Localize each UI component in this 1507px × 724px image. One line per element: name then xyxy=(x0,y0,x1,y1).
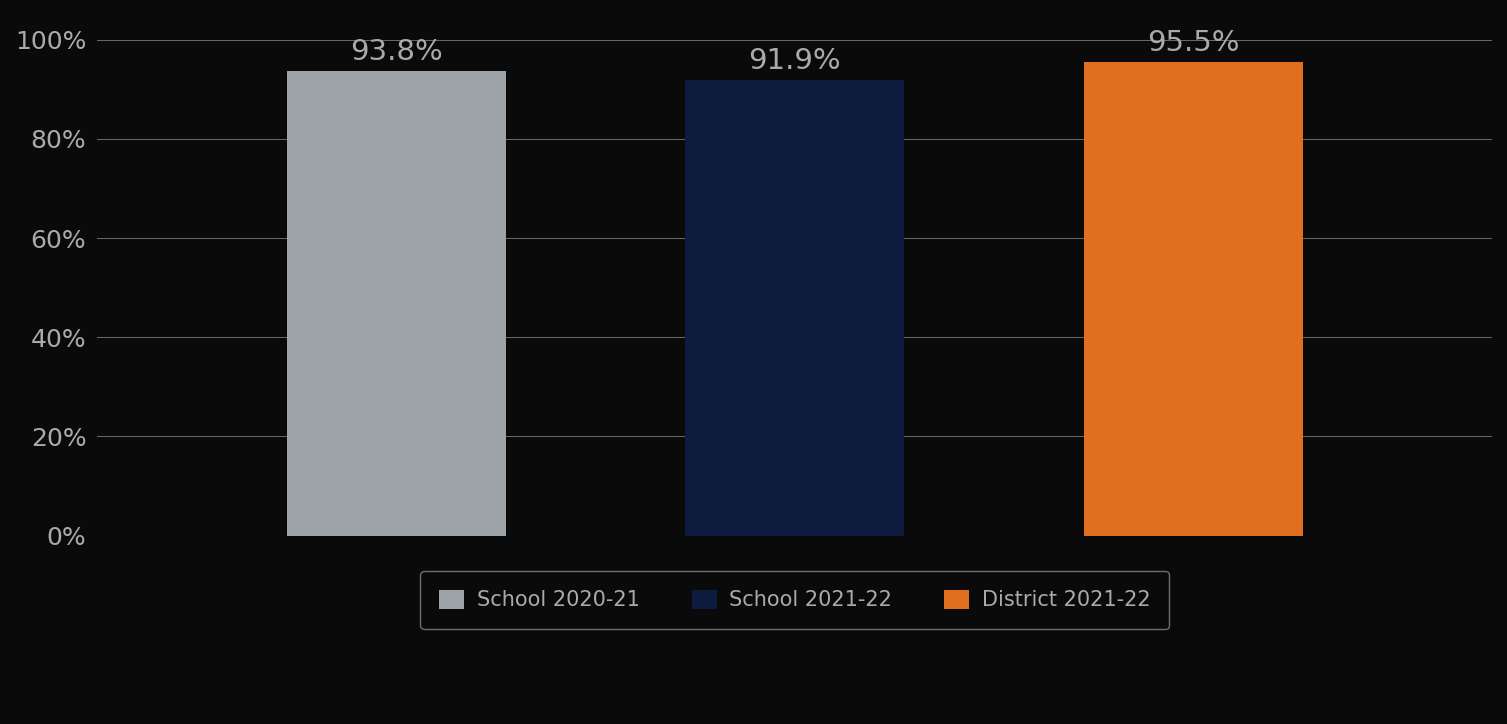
Text: 95.5%: 95.5% xyxy=(1147,29,1239,57)
Bar xyxy=(1084,62,1302,536)
Text: 93.8%: 93.8% xyxy=(350,38,443,66)
Text: 91.9%: 91.9% xyxy=(749,47,841,75)
Legend: School 2020-21, School 2021-22, District 2021-22: School 2020-21, School 2021-22, District… xyxy=(420,571,1169,629)
Bar xyxy=(686,80,904,536)
Bar xyxy=(286,70,506,536)
